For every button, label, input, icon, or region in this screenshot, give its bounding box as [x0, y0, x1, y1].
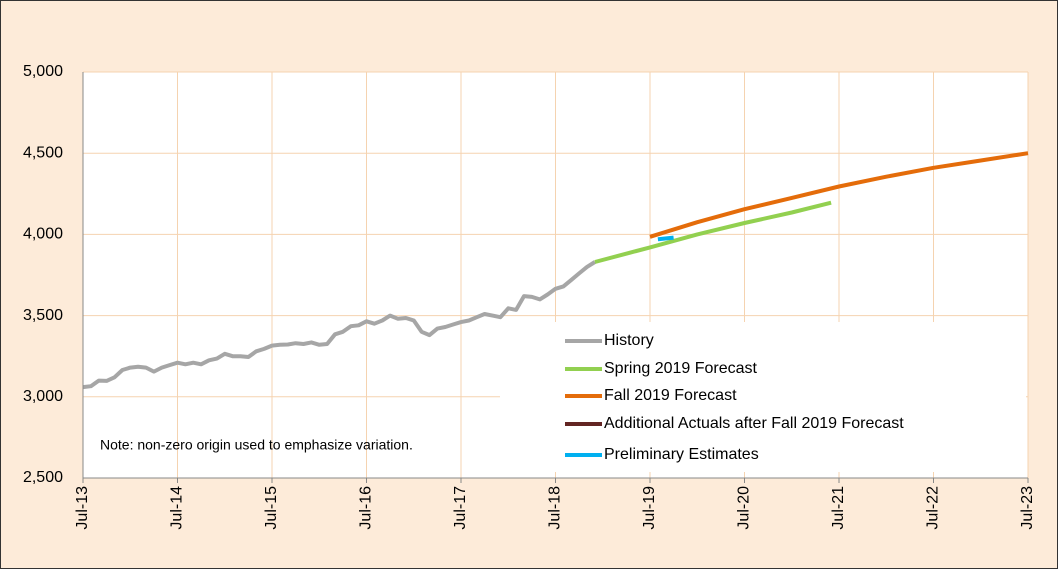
- series-line: [594, 200, 832, 264]
- legend-label: History: [604, 332, 654, 349]
- x-tick-label: Jul-22: [925, 486, 942, 530]
- legend-label: Preliminary Estimates: [604, 446, 759, 463]
- x-tick-label: Jul-19: [641, 486, 658, 530]
- x-tick-label: Jul-20: [736, 486, 753, 530]
- series-line: [82, 260, 596, 390]
- x-tick-label: Jul-23: [1019, 486, 1036, 530]
- series-line: [657, 235, 674, 242]
- y-tick-label: 4,000: [23, 226, 63, 243]
- y-tick-label: 4,500: [23, 144, 63, 161]
- y-tick-label: 3,000: [23, 388, 63, 405]
- x-tick-label: Jul-14: [169, 486, 186, 530]
- y-tick-label: 5,000: [23, 63, 63, 80]
- x-tick-label: Jul-17: [452, 486, 469, 530]
- x-tick-label: Jul-16: [358, 486, 375, 530]
- y-tick-label: 3,500: [23, 307, 63, 324]
- x-tick-label: Jul-18: [547, 486, 564, 530]
- legend-label: Additional Actuals after Fall 2019 Forec…: [604, 415, 904, 432]
- series-line: [649, 151, 1029, 239]
- x-tick-label: Jul-15: [263, 486, 280, 530]
- x-tick-label: Jul-13: [74, 486, 91, 530]
- y-tick-label: 2,500: [23, 469, 63, 486]
- legend-label: Spring 2019 Forecast: [604, 360, 758, 377]
- note: Note: non-zero origin used to emphasize …: [100, 437, 413, 453]
- legend-label: Fall 2019 Forecast: [604, 387, 737, 404]
- x-tick-label: Jul-21: [830, 486, 847, 530]
